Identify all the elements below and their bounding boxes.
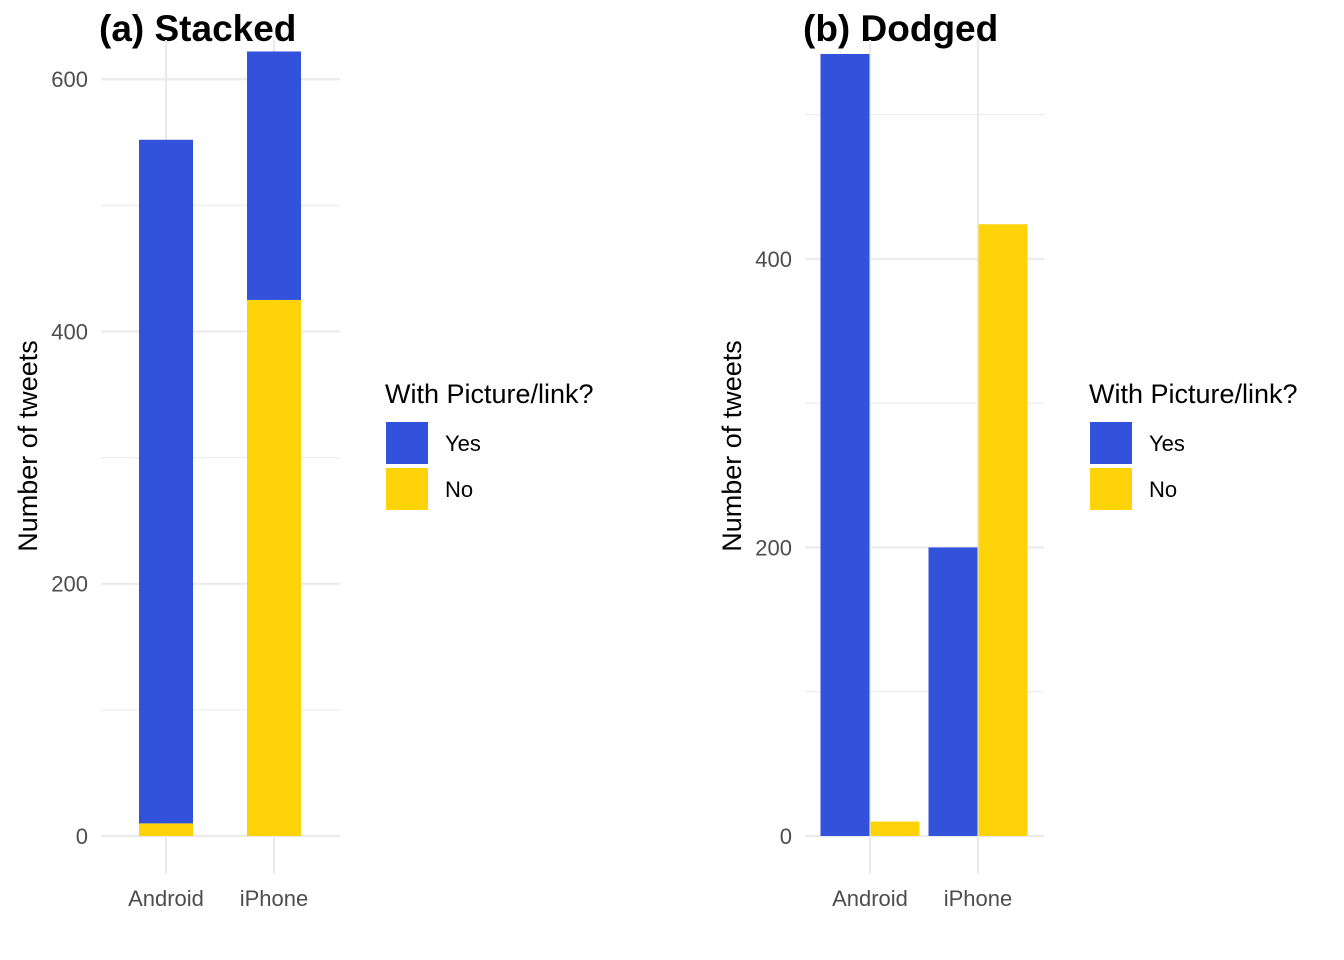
x-tick-label-android: Android [832, 886, 908, 911]
panel-a-legend-label-yes: Yes [445, 431, 481, 456]
panel-stacked: (a) Stacked 0 200 400 600 Android iPhone Num… [13, 8, 594, 911]
panel-a-y-axis-title: Number of tweets [13, 340, 43, 552]
panel-a-legend-title: With Picture/link? [385, 379, 594, 409]
bar-iphone-no [978, 224, 1028, 836]
bar-android-no [870, 821, 920, 836]
panel-a-bars [139, 51, 301, 836]
panel-b-legend-label-no: No [1149, 477, 1177, 502]
panel-a-y-tick-labels: 0 200 400 600 [51, 67, 88, 849]
y-tick-label: 200 [755, 535, 792, 560]
bar-android-yes [139, 139, 193, 824]
bar-android-no [139, 823, 193, 836]
panel-b-legend-label-yes: Yes [1149, 431, 1185, 456]
panel-b-legend-key-no [1090, 468, 1132, 510]
panel-a-gridlines [101, 40, 340, 874]
y-tick-label: 200 [51, 572, 88, 597]
panel-a-title: (a) Stacked [99, 8, 296, 49]
y-tick-label: 400 [755, 247, 792, 272]
panel-b-y-tick-labels: 0 200 400 [755, 247, 792, 849]
x-tick-label-android: Android [128, 886, 204, 911]
panel-a-x-tick-labels: Android iPhone [128, 886, 308, 911]
panel-b-x-tick-labels: Android iPhone [832, 886, 1012, 911]
panel-b-legend-key-yes [1090, 422, 1132, 464]
x-tick-label-iphone: iPhone [944, 886, 1013, 911]
panel-b-bars [820, 54, 1028, 836]
panel-a-legend-label-no: No [445, 477, 473, 502]
panel-b-legend: With Picture/link? Yes No [1089, 379, 1298, 510]
y-tick-label: 0 [780, 824, 792, 849]
panel-b-title: (b) Dodged [803, 8, 998, 49]
panel-a-legend-key-yes [386, 422, 428, 464]
panel-b-y-axis-title: Number of tweets [717, 340, 747, 552]
bar-iphone-yes [928, 547, 978, 836]
panel-a-legend-key-no [386, 468, 428, 510]
y-tick-label: 400 [51, 319, 88, 344]
y-tick-label: 0 [76, 824, 88, 849]
y-tick-label: 600 [51, 67, 88, 92]
panel-dodged: (b) Dodged 0 200 400 Android iPhone Number … [717, 8, 1298, 911]
bar-iphone-yes [247, 51, 301, 300]
bar-android-yes [820, 54, 870, 836]
bar-iphone-no [247, 299, 301, 836]
panel-a-legend: With Picture/link? Yes No [385, 379, 594, 510]
panel-b-legend-title: With Picture/link? [1089, 379, 1298, 409]
x-tick-label-iphone: iPhone [240, 886, 309, 911]
